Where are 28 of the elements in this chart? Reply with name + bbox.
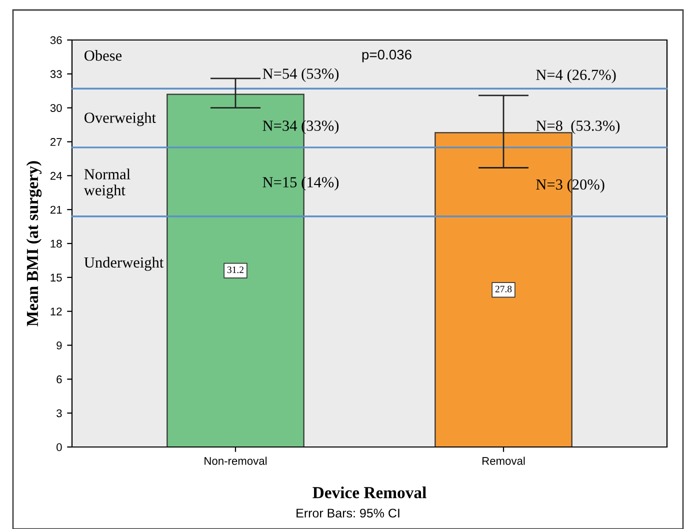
x-tick-label: Non-removal: [204, 456, 267, 465]
annotation: Obese: [84, 50, 122, 61]
text: Error Bars: 95% CI: [296, 508, 400, 518]
y-tick-label: 15: [50, 274, 62, 282]
annotation: N=54 (53%): [262, 68, 339, 82]
x-tick-label: Removal: [482, 456, 525, 465]
x-axis-title: Device Removal: [312, 486, 426, 498]
annotation: N=4 (26.7%): [536, 69, 616, 84]
y-tick-label: 0: [56, 443, 62, 452]
annotation: p=0.036: [362, 50, 412, 62]
annotation: Underweight: [84, 256, 164, 271]
y-tick-label: 24: [50, 172, 62, 180]
y-tick-label: 6: [56, 375, 62, 384]
data-label: 31.2: [227, 266, 244, 274]
y-tick-label: 9: [56, 342, 62, 350]
annotation: Normal weight: [84, 168, 130, 199]
y-tick-label: 27: [50, 138, 62, 146]
y-tick-label: 30: [50, 104, 62, 112]
y-tick-label: 18: [50, 240, 62, 248]
annotation: N=8 (53.3%): [536, 120, 620, 134]
y-tick-label: 36: [50, 36, 62, 44]
y-tick-label: 21: [50, 206, 62, 214]
data-label: 27.8: [495, 286, 512, 292]
y-tick-label: 12: [50, 308, 62, 316]
y-tick-label: 33: [50, 70, 62, 78]
annotation: Overweight: [84, 112, 156, 126]
y-tick-label: 3: [56, 409, 62, 418]
y-axis-title: Mean BMI (at surgery): [26, 161, 42, 326]
